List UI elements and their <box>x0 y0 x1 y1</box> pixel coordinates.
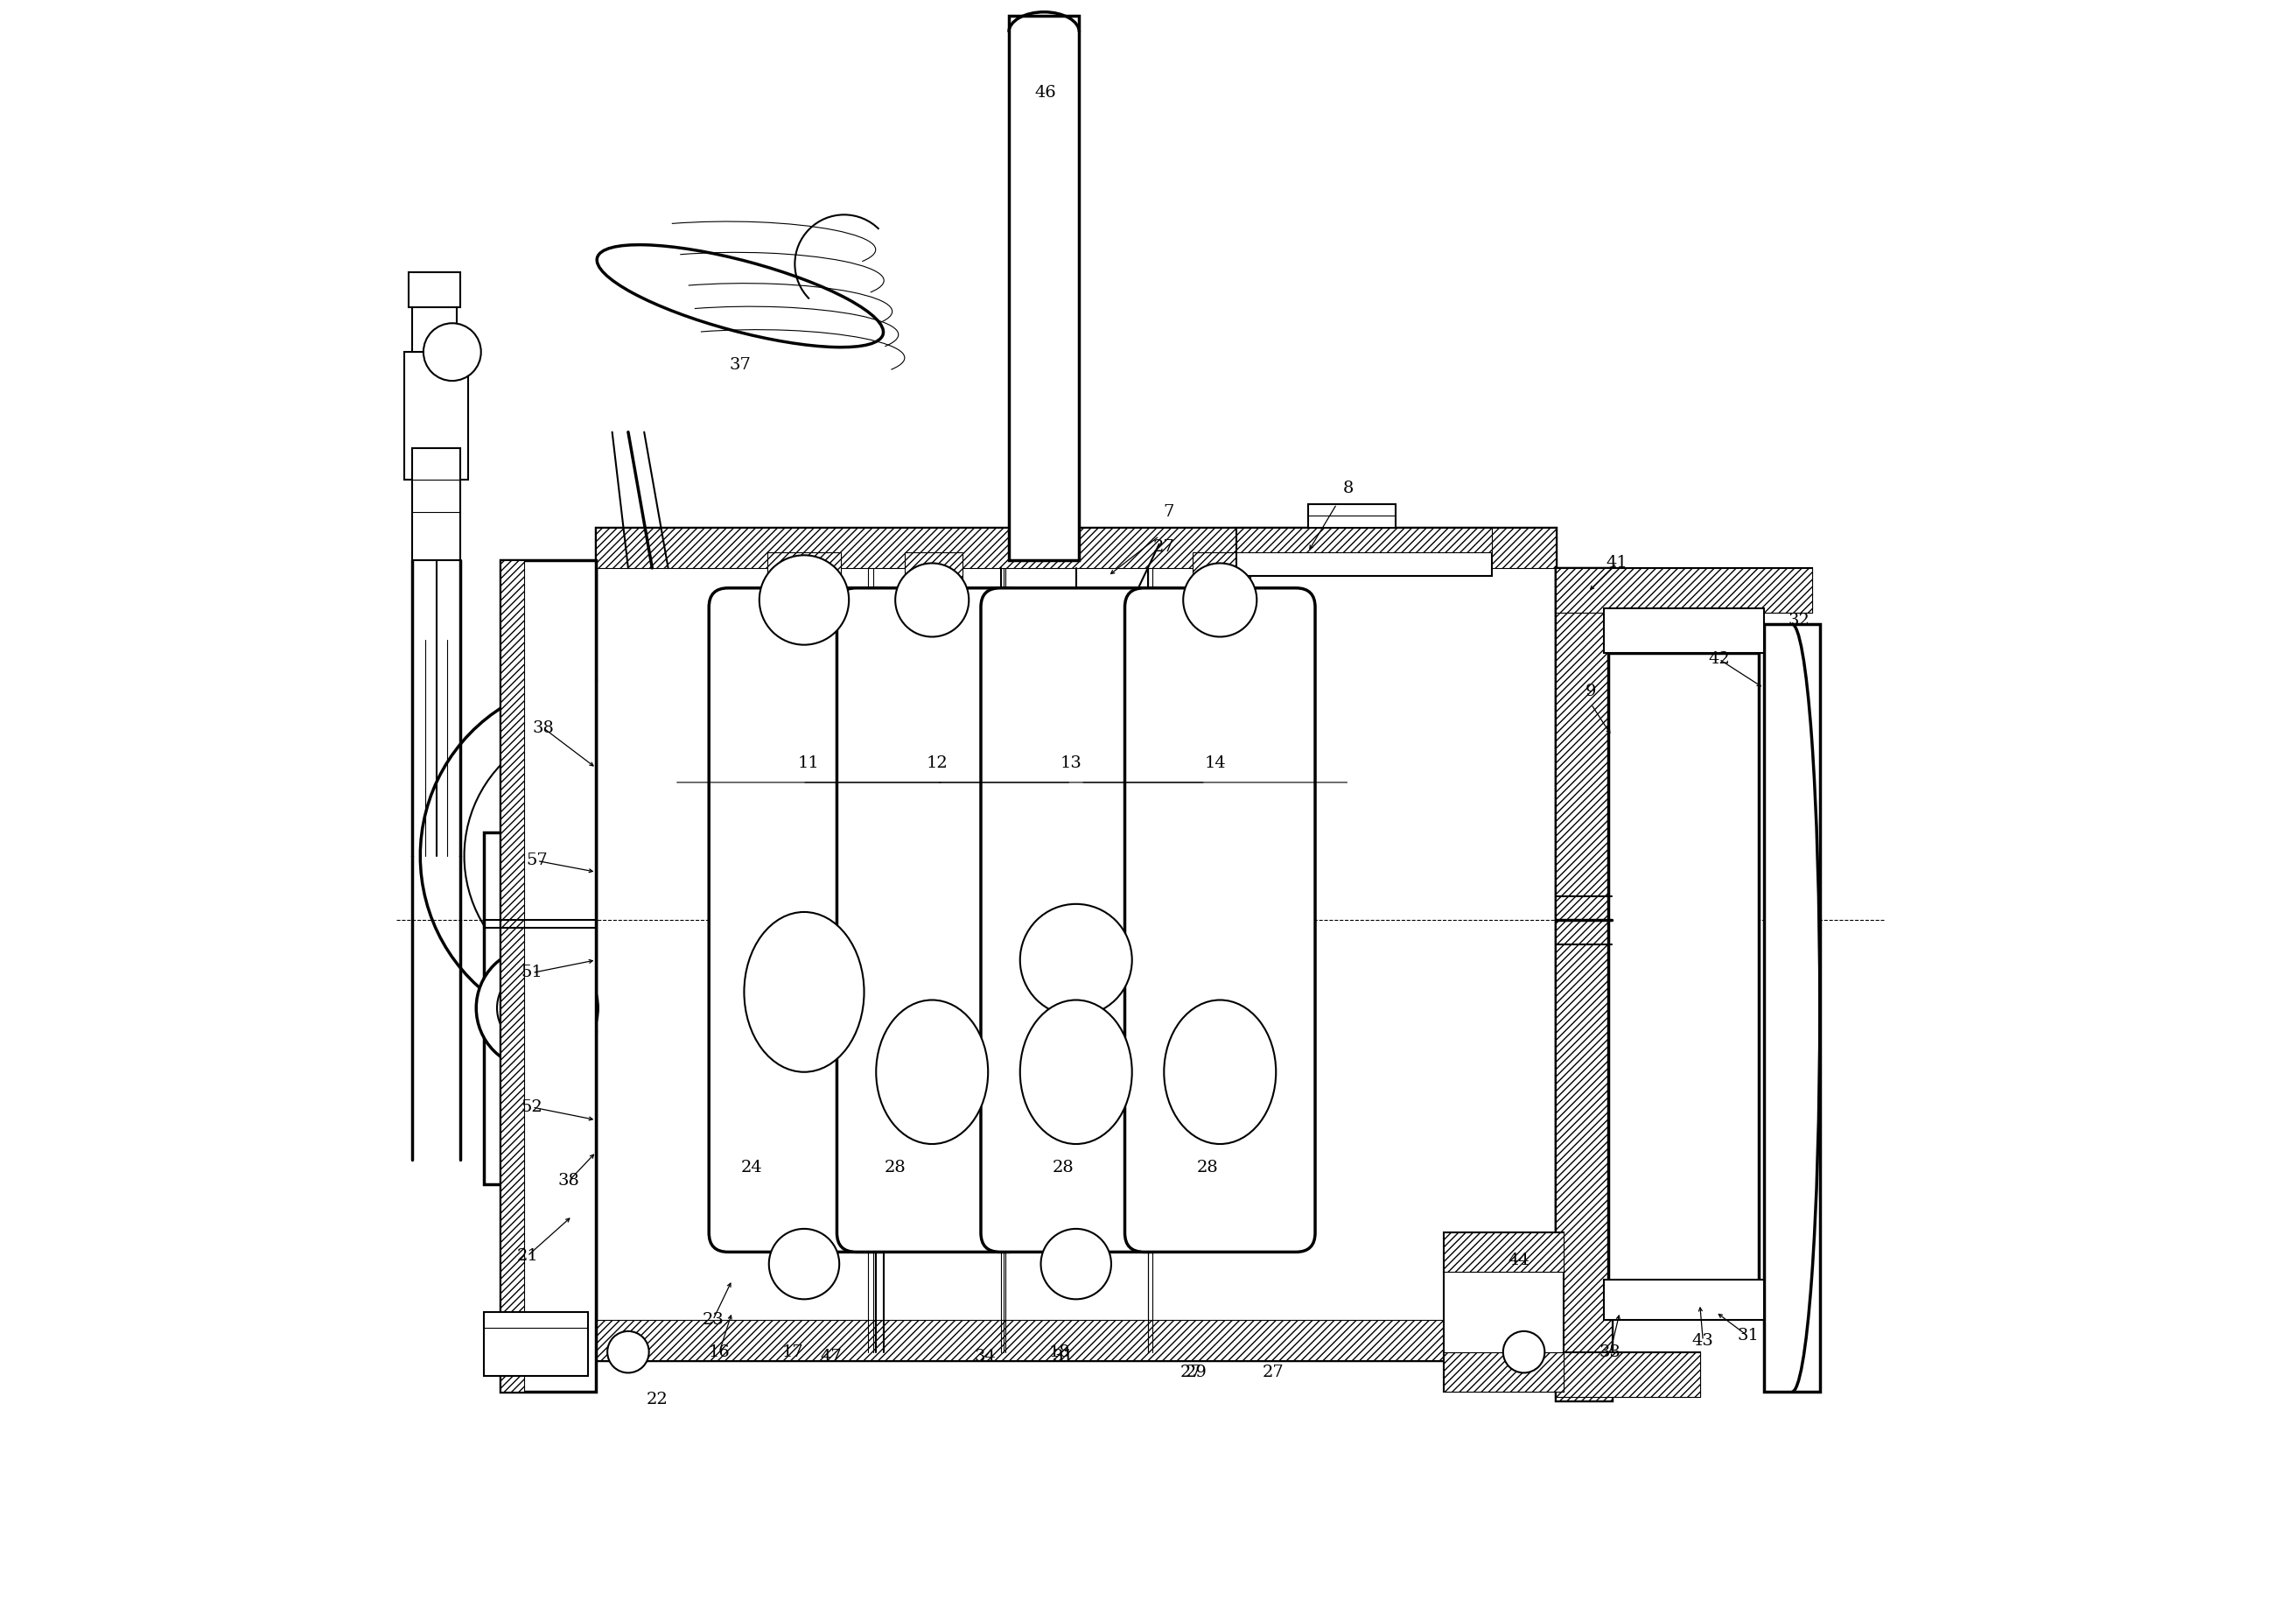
FancyBboxPatch shape <box>980 589 1171 1251</box>
Bar <box>597 528 1557 568</box>
Ellipse shape <box>744 912 863 1072</box>
Text: 57: 57 <box>526 853 549 869</box>
Text: 31: 31 <box>1052 1349 1075 1365</box>
Ellipse shape <box>1019 1000 1132 1144</box>
Text: 9: 9 <box>1587 683 1596 699</box>
Bar <box>1557 1352 1699 1397</box>
Bar <box>1008 16 1079 560</box>
Bar <box>767 552 840 592</box>
Text: 43: 43 <box>1692 1333 1713 1349</box>
Text: 14: 14 <box>1205 755 1226 771</box>
Text: 37: 37 <box>730 357 751 373</box>
Text: 29: 29 <box>1185 1365 1208 1381</box>
Bar <box>409 272 459 307</box>
Text: 27: 27 <box>1263 1365 1283 1381</box>
Bar <box>484 832 588 1184</box>
Bar <box>413 448 459 560</box>
Text: 13: 13 <box>1061 755 1081 771</box>
Text: 21: 21 <box>517 1248 537 1264</box>
Circle shape <box>1040 1229 1111 1299</box>
Text: 27: 27 <box>1153 539 1176 555</box>
Circle shape <box>1504 1331 1545 1373</box>
Ellipse shape <box>1164 1000 1277 1144</box>
Text: 47: 47 <box>820 1349 843 1365</box>
Text: 34: 34 <box>974 1349 996 1365</box>
Bar <box>1612 890 1756 944</box>
Bar <box>404 352 468 480</box>
Bar <box>1612 968 1756 1022</box>
Ellipse shape <box>597 245 884 347</box>
Text: 46: 46 <box>1035 85 1056 101</box>
Text: 29: 29 <box>900 587 923 603</box>
Bar <box>501 560 523 1392</box>
Bar <box>1612 1202 1756 1256</box>
Text: 7: 7 <box>1164 504 1173 520</box>
Text: 38: 38 <box>558 1173 581 1189</box>
Text: 28: 28 <box>1196 1160 1217 1176</box>
Text: 18: 18 <box>1049 1344 1070 1360</box>
Bar <box>1235 528 1492 552</box>
Bar <box>1557 1352 1699 1397</box>
Text: 31: 31 <box>1738 1328 1759 1344</box>
Bar <box>1444 1232 1564 1392</box>
Bar <box>484 1312 588 1376</box>
Text: 33: 33 <box>1600 1344 1621 1360</box>
Text: 12: 12 <box>925 755 948 771</box>
Bar <box>1557 568 1612 1400</box>
Bar <box>1557 568 1812 613</box>
Bar <box>1612 1046 1756 1101</box>
Bar <box>1763 624 1821 1392</box>
Text: 51: 51 <box>521 965 544 981</box>
Bar <box>1612 811 1756 867</box>
Circle shape <box>1019 904 1132 1016</box>
Text: 22: 22 <box>645 1392 668 1408</box>
Bar <box>501 560 597 1392</box>
Text: 32: 32 <box>1789 613 1809 629</box>
Text: 42: 42 <box>1708 651 1729 667</box>
FancyBboxPatch shape <box>838 589 1026 1251</box>
Circle shape <box>496 968 576 1048</box>
Bar <box>597 1320 1557 1360</box>
Text: 11: 11 <box>799 755 820 771</box>
Bar <box>1309 504 1396 528</box>
Text: 23: 23 <box>703 1312 723 1328</box>
Bar <box>1612 734 1756 789</box>
FancyBboxPatch shape <box>709 589 900 1251</box>
Text: 28: 28 <box>884 1160 907 1176</box>
Bar <box>1444 1352 1564 1392</box>
Text: 41: 41 <box>1605 555 1628 571</box>
Bar <box>1557 568 1612 1400</box>
Circle shape <box>422 323 480 381</box>
Bar <box>1557 568 1812 613</box>
Bar <box>1194 552 1251 592</box>
Circle shape <box>769 1229 840 1299</box>
Text: 17: 17 <box>783 1344 804 1360</box>
Circle shape <box>895 563 969 637</box>
Bar <box>1444 1232 1564 1272</box>
Bar <box>1612 1123 1756 1179</box>
Bar <box>1605 608 1763 653</box>
Circle shape <box>608 1331 650 1373</box>
Text: 44: 44 <box>1508 1253 1529 1269</box>
FancyBboxPatch shape <box>1125 589 1316 1251</box>
Text: 24: 24 <box>742 1160 762 1176</box>
Bar <box>413 304 457 352</box>
Text: 38: 38 <box>533 720 553 736</box>
Text: 27: 27 <box>1180 1365 1203 1381</box>
Bar <box>1235 528 1492 576</box>
Text: 16: 16 <box>709 1344 730 1360</box>
Bar <box>905 552 962 592</box>
Bar <box>1609 653 1759 1283</box>
Text: 26: 26 <box>771 587 794 603</box>
Text: 8: 8 <box>1343 480 1352 496</box>
Text: 52: 52 <box>521 1099 544 1115</box>
Bar <box>1612 656 1756 710</box>
Circle shape <box>1182 563 1256 637</box>
Bar <box>597 528 1557 1360</box>
Circle shape <box>475 947 597 1069</box>
Bar <box>1605 1280 1763 1320</box>
Circle shape <box>760 555 850 645</box>
Ellipse shape <box>877 1000 987 1144</box>
Text: 28: 28 <box>1052 1160 1075 1176</box>
